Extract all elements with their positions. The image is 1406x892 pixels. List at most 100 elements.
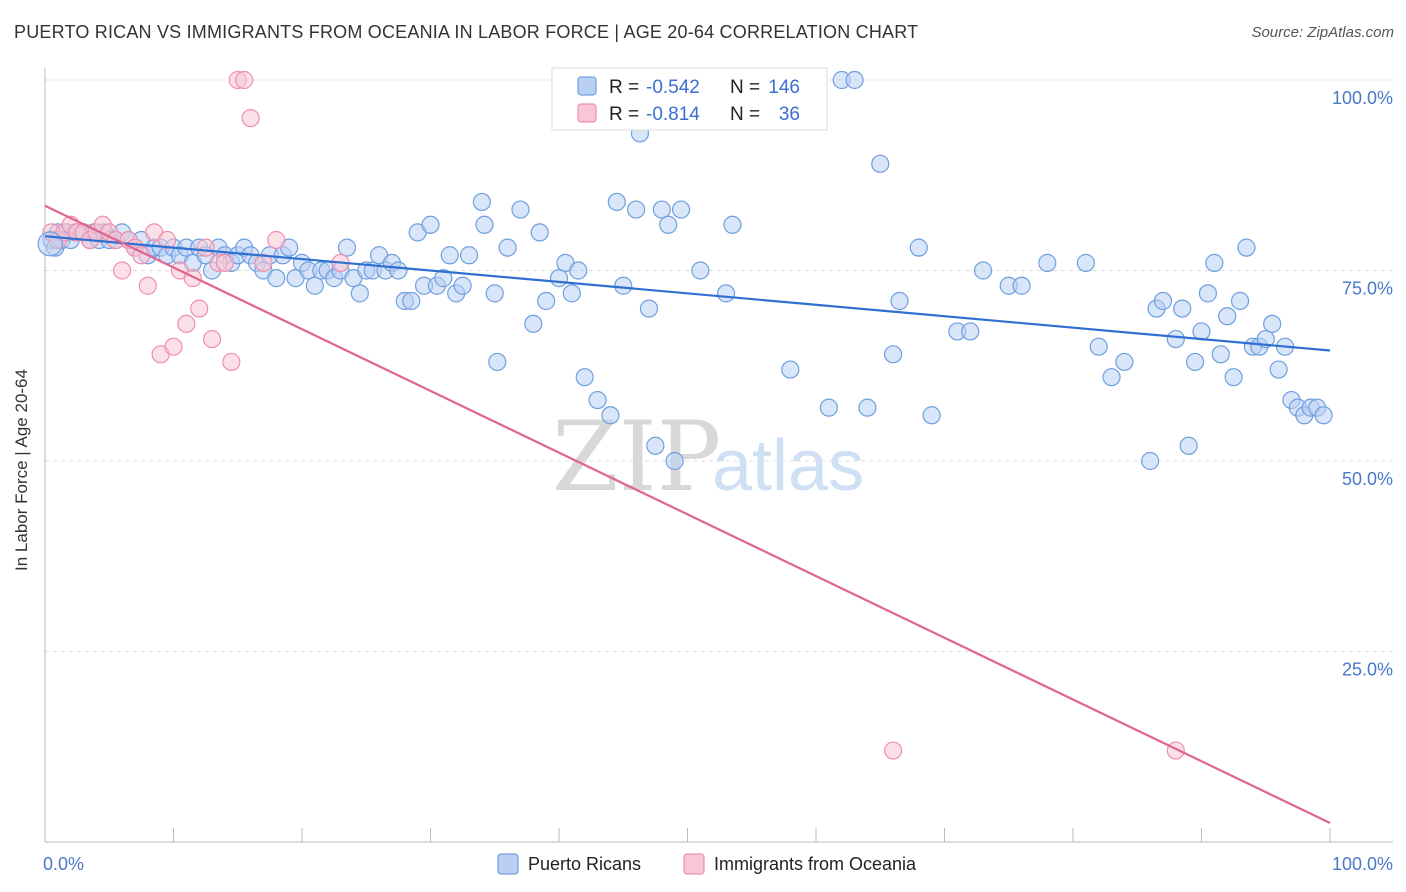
point-puerto-ricans	[305, 276, 324, 295]
point-puerto-ricans	[350, 284, 369, 303]
point-puerto-ricans	[691, 261, 710, 280]
point-puerto-ricans	[1224, 368, 1243, 387]
point-puerto-ricans	[485, 284, 504, 303]
point-puerto-ricans	[1192, 322, 1211, 341]
point-puerto-ricans	[1230, 291, 1250, 311]
trend-line-puerto-ricans	[44, 235, 1331, 352]
point-puerto-ricans	[646, 436, 665, 455]
point-puerto-ricans	[472, 192, 491, 212]
point-puerto-ricans	[973, 261, 993, 280]
point-puerto-ricans	[453, 276, 472, 295]
legend-r-value: -0.542	[646, 77, 700, 98]
x-tick-label: 0.0%	[43, 854, 84, 874]
point-puerto-ricans	[402, 291, 421, 311]
point-oceania	[157, 230, 177, 250]
bottom-legend-swatch	[683, 853, 705, 875]
bottom-legend: Puerto Ricans Immigrants from Oceania	[497, 853, 917, 875]
point-puerto-ricans	[614, 276, 633, 295]
point-puerto-ricans	[845, 70, 864, 90]
point-puerto-ricans	[475, 215, 494, 234]
legend-r-label: R =	[609, 104, 639, 125]
trend-lines	[44, 204, 1331, 824]
y-tick-label: 50.0%	[1342, 469, 1393, 489]
point-puerto-ricans	[434, 269, 453, 288]
point-puerto-ricans	[1153, 291, 1173, 311]
point-puerto-ricans	[459, 246, 479, 265]
point-puerto-ricans	[1012, 276, 1031, 295]
point-puerto-ricans	[1115, 352, 1134, 372]
point-puerto-ricans	[337, 238, 357, 257]
point-puerto-ricans	[1166, 329, 1185, 349]
axes	[44, 68, 1393, 843]
point-puerto-ricans	[723, 215, 742, 234]
point-puerto-ricans	[511, 200, 530, 219]
point-oceania	[241, 108, 260, 128]
watermark-zip: ZIP	[552, 401, 721, 513]
point-oceania	[196, 238, 215, 257]
bottom-legend-label: Immigrants from Oceania	[714, 854, 917, 874]
bottom-legend-label: Puerto Ricans	[528, 854, 641, 874]
data-points	[37, 70, 1333, 760]
point-oceania	[183, 269, 202, 288]
point-puerto-ricans	[607, 192, 626, 212]
source-label: Source: ZipAtlas.com	[1251, 24, 1394, 41]
point-oceania	[112, 261, 132, 280]
point-puerto-ricans	[588, 390, 607, 410]
point-oceania	[138, 276, 157, 295]
point-puerto-ricans	[575, 368, 594, 387]
chart-title: PUERTO RICAN VS IMMIGRANTS FROM OCEANIA …	[14, 22, 919, 42]
point-puerto-ricans	[1173, 299, 1192, 318]
point-puerto-ricans	[961, 322, 980, 341]
bottom-legend-swatch	[497, 853, 519, 875]
point-puerto-ricans	[1102, 368, 1121, 387]
point-oceania	[222, 352, 241, 372]
legend-swatch	[577, 76, 597, 96]
point-puerto-ricans	[1179, 436, 1198, 455]
point-oceania	[235, 70, 254, 90]
point-puerto-ricans	[626, 200, 646, 219]
point-puerto-ricans	[1076, 253, 1095, 272]
point-puerto-ricans	[1263, 314, 1282, 333]
point-puerto-ricans	[858, 398, 877, 417]
point-puerto-ricans	[909, 238, 928, 257]
watermark: ZIP atlas	[552, 401, 864, 513]
point-oceania	[883, 741, 903, 760]
point-puerto-ricans	[488, 352, 507, 372]
point-puerto-ricans	[530, 223, 549, 242]
point-puerto-ricans	[601, 406, 620, 425]
legend-n-label: N =	[730, 104, 760, 125]
point-puerto-ricans	[1211, 345, 1230, 364]
point-oceania	[267, 230, 286, 250]
point-puerto-ricans	[659, 215, 678, 234]
point-puerto-ricans	[639, 299, 659, 318]
point-puerto-ricans	[562, 284, 581, 303]
y-tick-label: 100.0%	[1332, 88, 1393, 108]
point-puerto-ricans	[1140, 451, 1160, 471]
point-puerto-ricans	[1089, 337, 1108, 356]
point-puerto-ricans	[716, 284, 736, 303]
point-puerto-ricans	[671, 200, 691, 219]
trend-line-oceania	[44, 204, 1331, 824]
tick-labels: 25.0% 50.0% 75.0% 100.0% 0.0% 100.0%	[43, 88, 1393, 874]
point-oceania	[177, 314, 196, 333]
point-puerto-ricans	[665, 451, 684, 471]
point-puerto-ricans	[421, 215, 440, 234]
point-puerto-ricans	[652, 200, 671, 219]
legend-frame	[551, 67, 828, 131]
point-puerto-ricans	[871, 154, 890, 173]
x-tick-label: 100.0%	[1332, 854, 1393, 874]
point-puerto-ricans	[1198, 284, 1218, 303]
point-puerto-ricans	[498, 238, 517, 257]
point-puerto-ricans	[781, 360, 800, 379]
legend-n-value: 146	[768, 77, 800, 98]
legend-n-label: N =	[730, 77, 760, 98]
point-puerto-ricans	[537, 291, 556, 311]
point-puerto-ricans	[1205, 253, 1224, 272]
watermark-atlas: atlas	[712, 426, 864, 506]
point-puerto-ricans	[883, 345, 903, 364]
point-oceania	[215, 253, 234, 272]
legend-box: R = -0.542 N = 146 R = -0.814 N = 36	[551, 67, 828, 131]
point-puerto-ricans	[389, 261, 408, 280]
point-oceania	[202, 329, 222, 349]
